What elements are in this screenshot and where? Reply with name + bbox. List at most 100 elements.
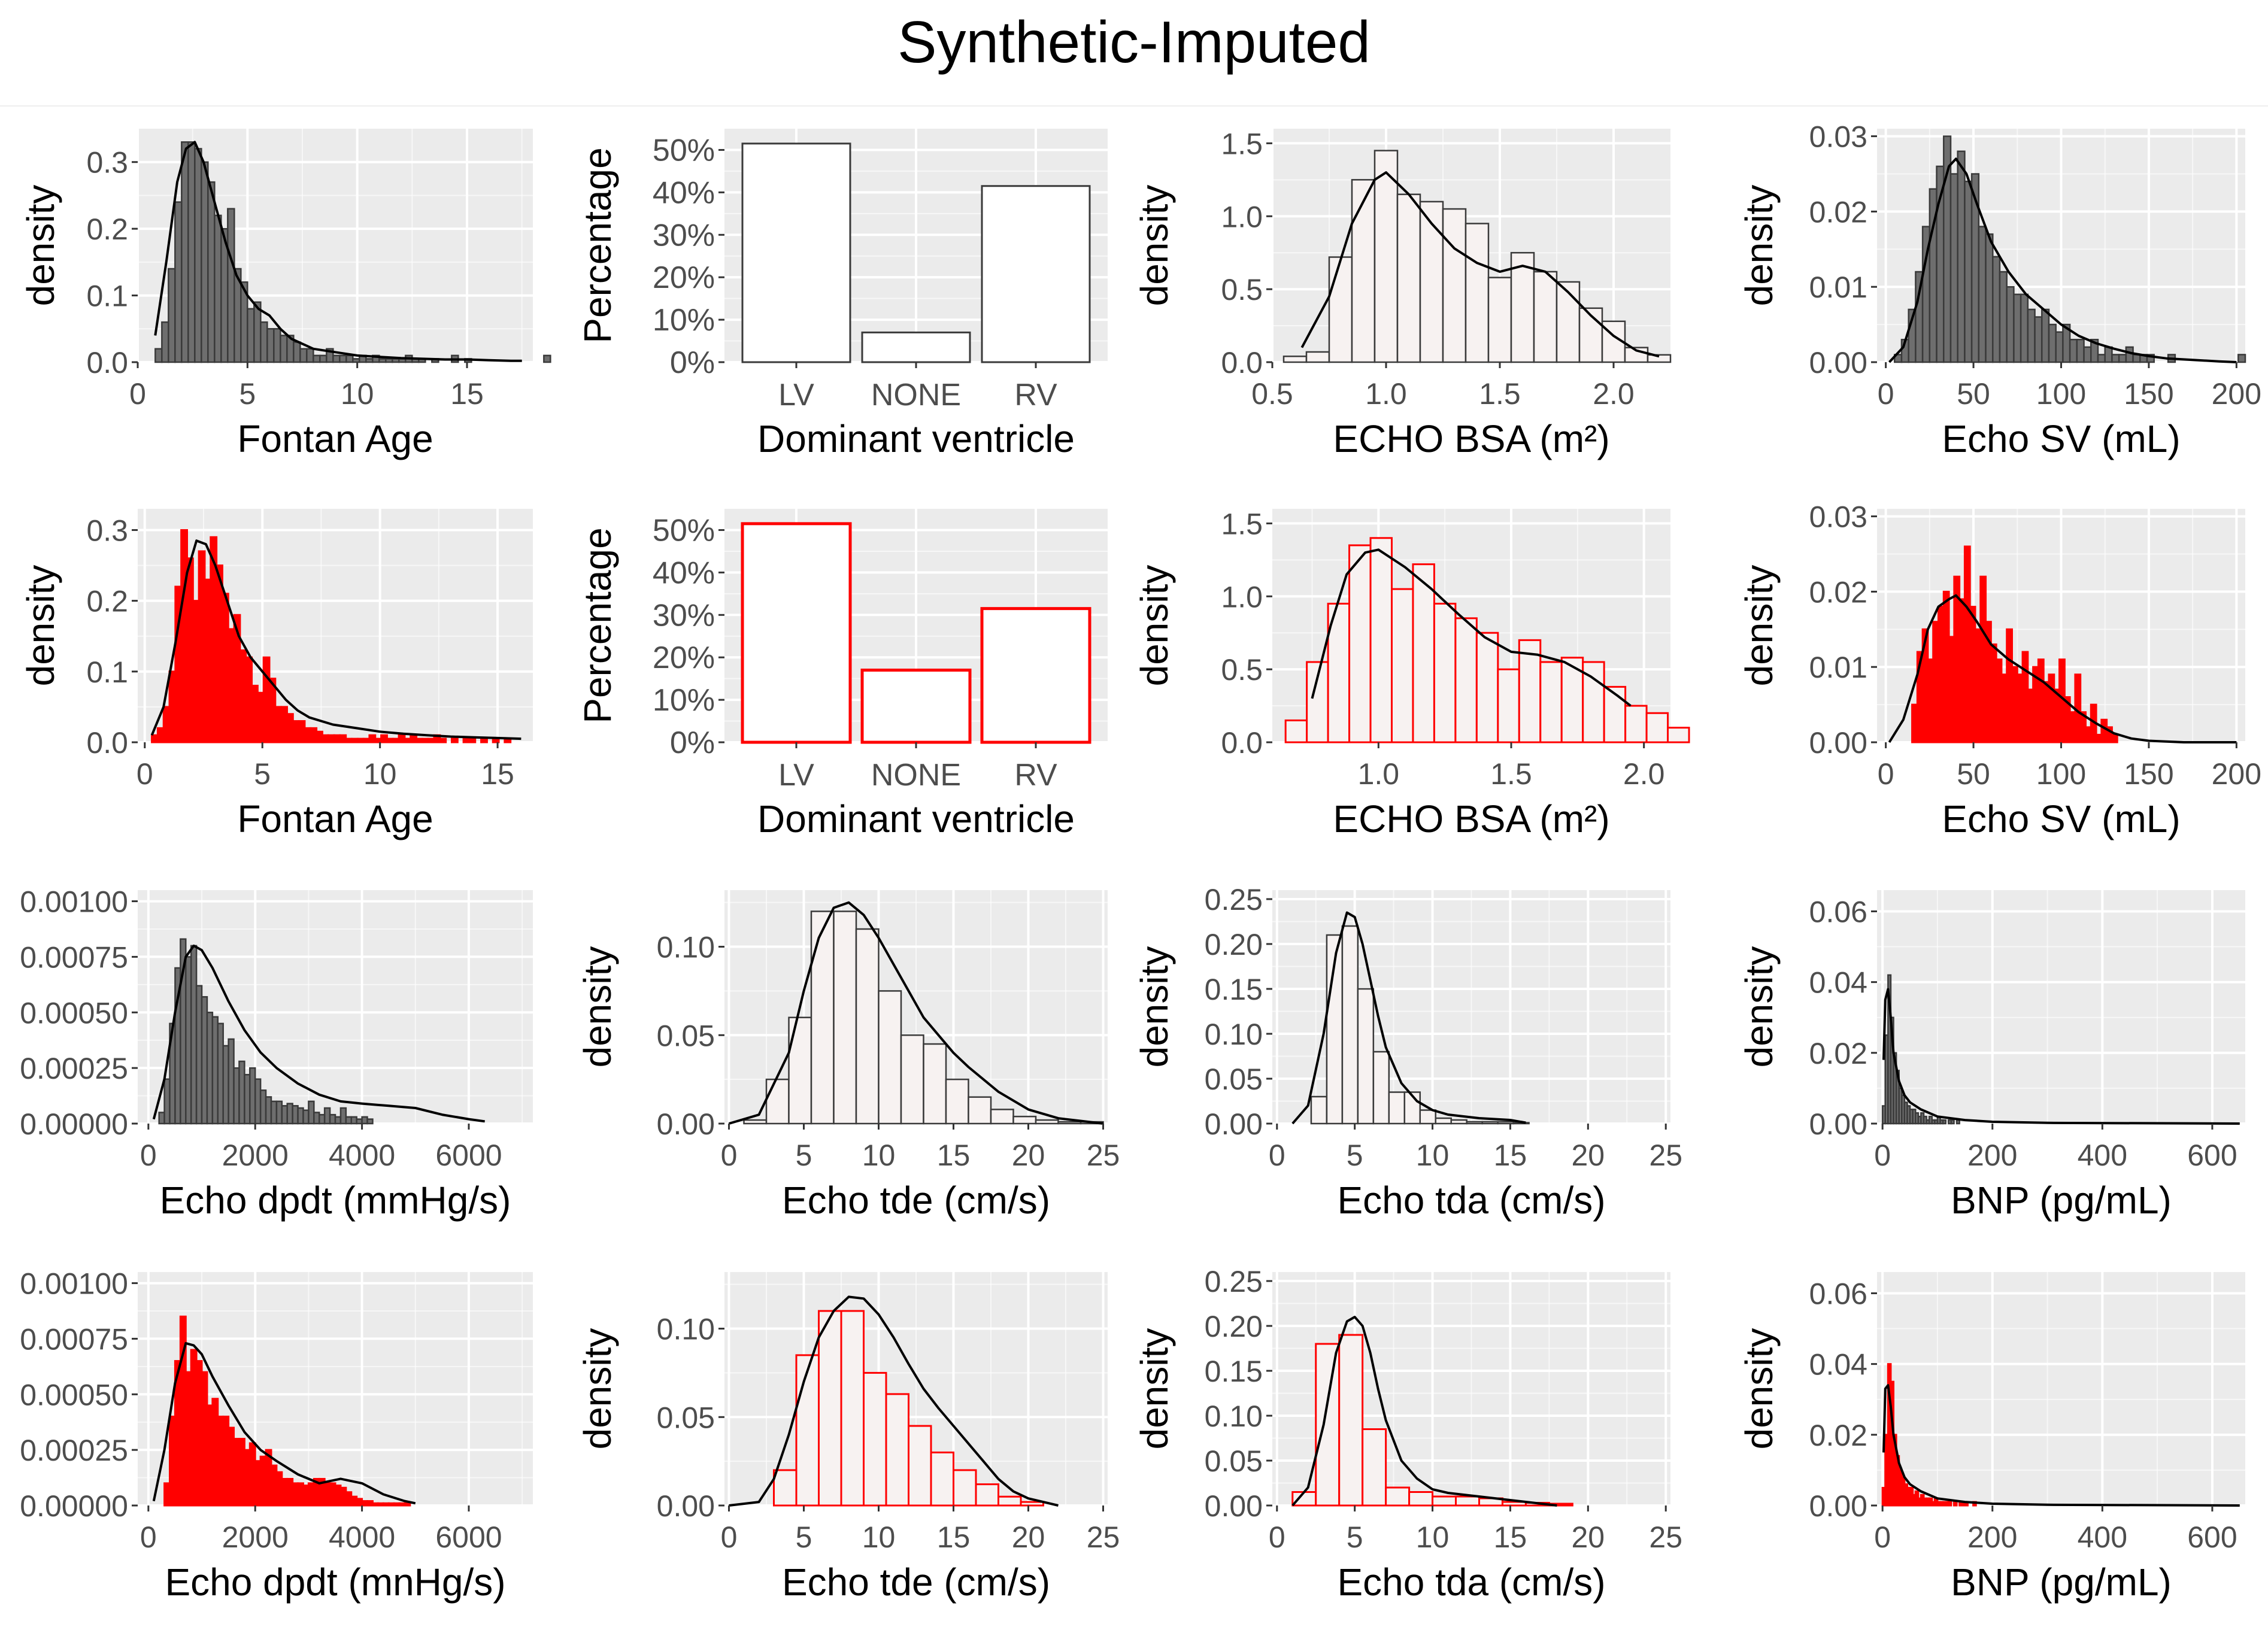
y-tick-label: 0.1 xyxy=(86,280,128,313)
y-tick-label: 0.05 xyxy=(1205,1063,1263,1096)
panel-dominant-ventricle-synth: LV NONE RV 0% 10% 20% 30% 40% 50% Dominant ventri… xyxy=(576,509,1108,840)
histogram-bar xyxy=(292,1105,299,1125)
x-axis-title: ECHO BSA (m²) xyxy=(1333,797,1609,840)
histogram-bar xyxy=(404,1502,411,1507)
histogram-bar xyxy=(1351,179,1376,363)
y-tick-label: 0.00025 xyxy=(20,1052,128,1085)
histogram-bar xyxy=(2083,346,2092,363)
histogram-bar xyxy=(1953,1501,1958,1507)
x-axis-title: BNP (pg/mL) xyxy=(1951,1179,2172,1222)
histogram-bar xyxy=(908,1425,932,1507)
panel-dominant-ventricle-orig: LV NONE RV 0% 10% 20% 30% 40% 50% Dominant ventri… xyxy=(576,129,1108,460)
histogram-bar xyxy=(299,348,308,363)
histogram-bar xyxy=(1647,354,1672,363)
histogram-bar xyxy=(194,148,202,363)
histogram-bar xyxy=(2111,733,2118,743)
histogram-bar xyxy=(765,1078,790,1125)
y-axis-title: density xyxy=(576,1328,619,1450)
x-tick-label: 25 xyxy=(1649,1139,1682,1172)
panel-echo-tde-orig: 0 5 10 15 20 25 0.00 0.05 0.10 Echo tde (cm/s) den… xyxy=(576,890,1120,1222)
y-tick-label: 1.0 xyxy=(1221,200,1263,233)
histogram-bar xyxy=(2055,331,2064,363)
x-tick-label: 4000 xyxy=(329,1520,395,1554)
histogram-bar xyxy=(187,141,196,363)
histogram-bar xyxy=(855,928,880,1125)
y-tick-label: 0.04 xyxy=(1809,1348,1867,1382)
y-tick-label: 40% xyxy=(653,556,715,590)
y-tick-label: 50% xyxy=(653,513,715,548)
histogram-bar xyxy=(1985,233,1994,363)
y-tick-label: 0.00 xyxy=(1205,1107,1263,1141)
panel-bnp-synth: 0 200 400 600 0.00 0.02 0.04 0.06 BNP (pg/mL) den… xyxy=(1738,1272,2245,1604)
panel-echo-dpdt-synth: 0 2000 4000 6000 0.00000 0.00025 0.00050 0.0007… xyxy=(20,1267,533,1604)
x-axis-title: Echo dpdt (mmHg/s) xyxy=(160,1179,511,1222)
histogram-bar xyxy=(990,1109,1014,1125)
panel-bnp-orig: 0 200 400 600 0.00 0.02 0.04 0.06 BNP (pg/mL) den… xyxy=(1738,890,2245,1222)
histogram-bar xyxy=(356,1118,363,1125)
x-tick-label: 0 xyxy=(137,757,153,791)
histogram-bar xyxy=(2034,316,2043,363)
histogram-bar xyxy=(308,1100,315,1125)
y-axis-title: density xyxy=(1738,565,1781,687)
histogram-bar xyxy=(1518,639,1542,743)
y-tick-label: 30% xyxy=(653,218,715,253)
x-tick-label: RV xyxy=(1014,378,1057,412)
histogram-bar xyxy=(281,1105,288,1125)
histogram-bar xyxy=(1949,173,1958,363)
y-tick-label: 1.0 xyxy=(1221,580,1263,614)
histogram-bar xyxy=(1645,712,1669,743)
y-tick-label: 0.00000 xyxy=(20,1107,128,1141)
bar-rv xyxy=(981,185,1091,363)
y-tick-label: 0% xyxy=(670,345,715,380)
histogram-bar xyxy=(2006,286,2015,363)
histogram-bar xyxy=(1432,1495,1457,1507)
histogram-bar xyxy=(1357,988,1375,1125)
y-tick-label: 0.00050 xyxy=(20,996,128,1030)
figure-title: Synthetic-Imputed xyxy=(898,9,1370,75)
y-tick-label: 0.04 xyxy=(1809,966,1867,1000)
y-axis-title: density xyxy=(1133,1328,1176,1450)
histogram-bar xyxy=(280,335,288,363)
histogram-bar xyxy=(319,354,328,363)
y-axis-title: density xyxy=(1133,565,1176,687)
x-tick-label: 5 xyxy=(1347,1520,1363,1554)
histogram-bar xyxy=(154,348,163,363)
histogram-bar xyxy=(1291,1491,1317,1507)
x-tick-label: 1.5 xyxy=(1490,757,1532,791)
density-curve xyxy=(1888,157,2237,363)
x-tick-label: NONE xyxy=(871,758,961,793)
histogram-bar xyxy=(2146,354,2155,363)
histogram-bar xyxy=(1999,271,2008,363)
y-tick-label: 0.00 xyxy=(657,1107,715,1141)
histogram-bar xyxy=(968,1096,992,1125)
histogram-bar xyxy=(1510,251,1535,363)
histogram-bar xyxy=(492,737,500,743)
x-axis-title: Echo tda (cm/s) xyxy=(1337,1179,1605,1222)
histogram-bar xyxy=(1419,201,1444,363)
x-tick-label: 10 xyxy=(862,1520,896,1554)
x-tick-label: 200 xyxy=(2212,757,2261,791)
x-tick-label: 15 xyxy=(481,757,514,791)
y-tick-label: 0.03 xyxy=(1809,120,1867,154)
histogram-bar xyxy=(1305,351,1330,363)
histogram-bar xyxy=(1957,150,1966,363)
x-tick-label: 15 xyxy=(937,1139,971,1172)
density-curve xyxy=(1311,548,1632,707)
histogram-bar xyxy=(810,910,835,1125)
histogram-bar xyxy=(217,1022,224,1125)
x-tick-label: 15 xyxy=(1494,1139,1527,1172)
panel-fontan-age-synth: 0 5 10 15 0.0 0.1 0.2 0.3 Fontan Age density xyxy=(19,509,533,840)
x-tick-label: 2000 xyxy=(222,1520,289,1554)
histogram-bar xyxy=(313,1112,320,1125)
y-tick-label: 0.00 xyxy=(1205,1489,1263,1523)
density-curve xyxy=(152,1341,416,1505)
histogram-bar xyxy=(997,1495,1022,1507)
density-curve xyxy=(152,944,485,1123)
y-axis-title: Percentage xyxy=(576,527,619,723)
bar-lv xyxy=(741,142,851,363)
density-curve xyxy=(154,141,522,362)
y-axis-title: density xyxy=(576,946,619,1068)
histogram-bar xyxy=(293,341,301,363)
histogram-bar xyxy=(930,1451,954,1507)
histogram-bar xyxy=(900,1034,924,1125)
